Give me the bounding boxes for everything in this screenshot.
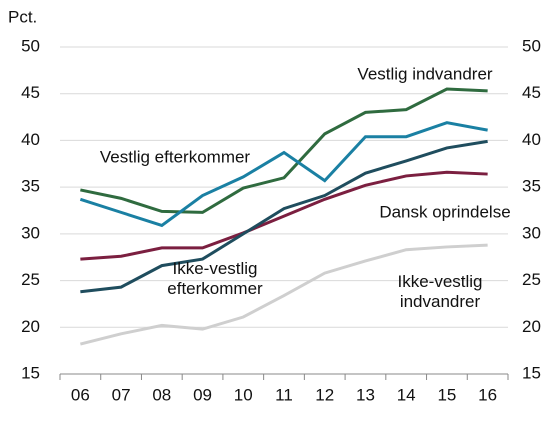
- series-label: Ikke-vestlig indvandrer: [397, 272, 482, 311]
- y-tick-label-left: 50: [21, 36, 40, 55]
- series-label: Ikke-vestlig efterkommer: [167, 259, 263, 298]
- y-tick-label-right: 40: [522, 130, 541, 149]
- x-tick-label: 14: [397, 385, 416, 404]
- x-tick-label: 15: [437, 385, 456, 404]
- y-tick-label-left: 45: [21, 83, 40, 102]
- y-tick-label-left: 35: [21, 177, 40, 196]
- x-tick-label: 06: [71, 385, 90, 404]
- y-tick-label-left: 40: [21, 130, 40, 149]
- y-tick-label-left: 15: [21, 363, 40, 382]
- series-label: Dansk oprindelse: [379, 202, 510, 221]
- y-tick-label-right: 20: [522, 317, 541, 336]
- x-tick-label: 11: [275, 385, 293, 404]
- series-line: [80, 87, 488, 214]
- series-label: Vestlig efterkommer: [100, 147, 251, 166]
- x-tick-label: 10: [234, 385, 253, 404]
- series-line: [80, 170, 488, 261]
- y-tick-label-right: 50: [522, 36, 541, 55]
- x-tick-label: 12: [315, 385, 334, 404]
- y-tick-label-right: 25: [522, 270, 541, 289]
- series-line: [79, 121, 488, 228]
- y-axis-label: Pct.: [8, 7, 37, 26]
- y-tick-label-right: 45: [522, 83, 541, 102]
- series-line: [80, 139, 488, 294]
- x-tick-label: 08: [152, 385, 171, 404]
- x-tick-label: 13: [356, 385, 375, 404]
- y-tick-label-left: 20: [21, 317, 40, 336]
- series-line: [79, 243, 488, 346]
- x-tick-label: 16: [478, 385, 497, 404]
- y-tick-label-left: 25: [21, 270, 40, 289]
- y-tick-label-right: 15: [522, 363, 541, 382]
- x-tick-label: 09: [193, 385, 212, 404]
- y-tick-label-right: 35: [522, 177, 541, 196]
- series-label: Vestlig indvandrer: [357, 64, 492, 83]
- y-tick-label-right: 30: [522, 223, 541, 242]
- y-tick-label-left: 30: [21, 223, 40, 242]
- x-tick-label: 07: [112, 385, 131, 404]
